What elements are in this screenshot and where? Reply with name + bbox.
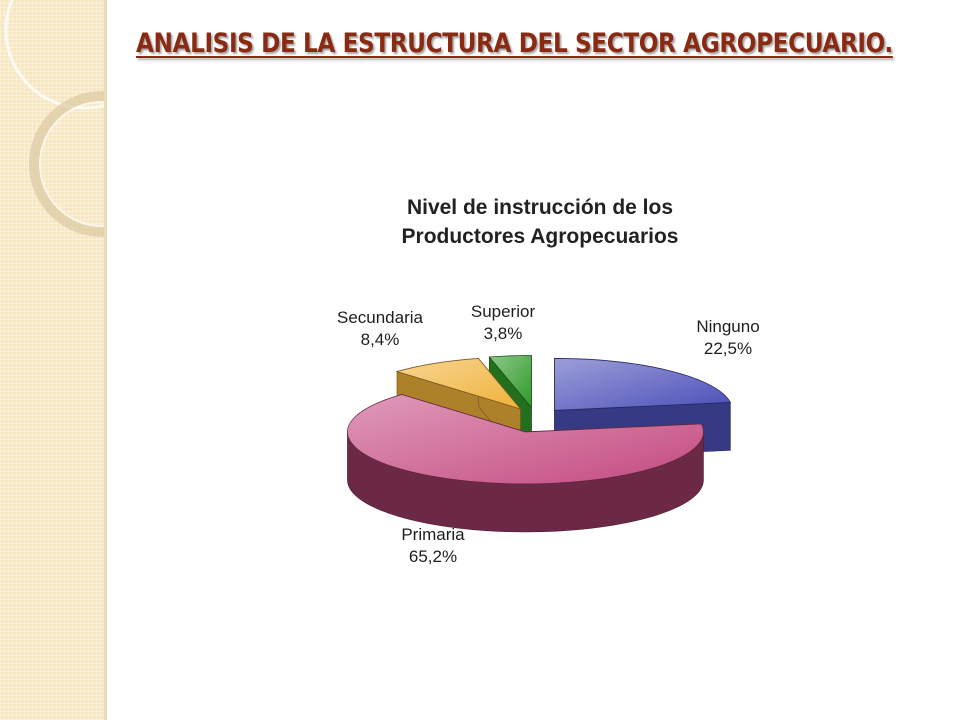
chart-title: Nivel de instrucción de los Productores … [340, 193, 740, 251]
slice-label-primaria: Primaria [401, 525, 465, 544]
chart-title-line-1: Nivel de instrucción de los [406, 196, 674, 219]
slice-label-ninguno: Ninguno [696, 317, 759, 336]
slice-label-superior: Superior [471, 302, 536, 321]
slice-label-secundaria: Secundaria [337, 308, 424, 327]
pie-slice-ninguno-top [554, 358, 732, 411]
decorative-circles [4, 0, 104, 237]
pie-slice-primaria-top [347, 394, 704, 485]
pie-slice-primaria [347, 394, 704, 533]
pie-slice-superior-top [488, 355, 532, 409]
slice-value-secundaria: 8,4% [361, 330, 400, 349]
slice-value-primaria: 65,2% [409, 547, 457, 566]
slice-value-superior: 3,8% [484, 324, 523, 343]
pie-slice-secundaria-top [395, 358, 522, 410]
slice-value-ninguno: 22,5% [704, 339, 752, 358]
chart-title-line-2: Productores Agropecuarios [401, 225, 679, 248]
slide-title: ANALISIS DE LA ESTRUCTURA DEL SECTOR AGR… [136, 28, 893, 59]
side-panel [0, 0, 107, 720]
